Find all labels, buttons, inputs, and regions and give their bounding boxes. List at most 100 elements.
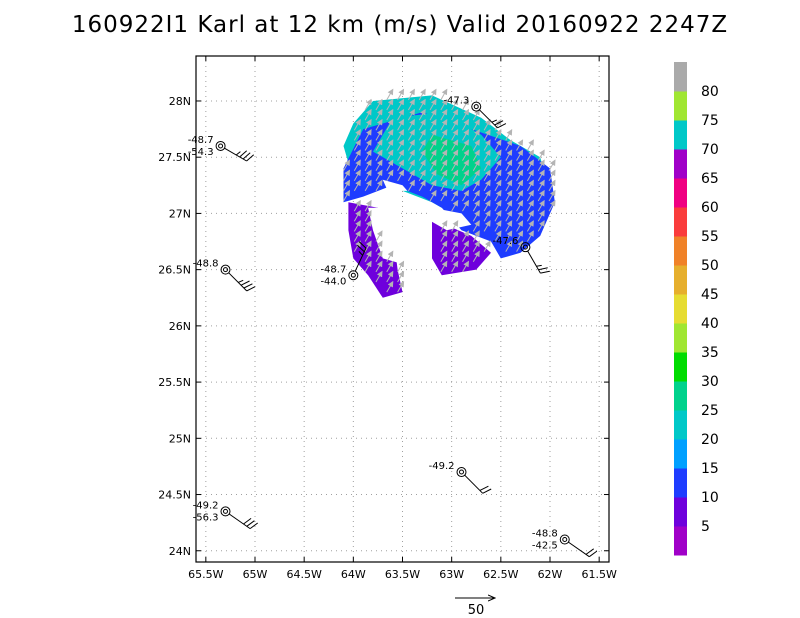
wind-vector bbox=[440, 159, 448, 171]
colorbar-label: 15 bbox=[701, 461, 719, 477]
wind-vector bbox=[429, 189, 437, 202]
wind-vector bbox=[451, 169, 459, 182]
colorbar-label: 60 bbox=[701, 200, 719, 216]
wind-vector bbox=[526, 139, 534, 151]
wind-vector bbox=[462, 260, 470, 273]
wind-vector bbox=[505, 220, 513, 232]
wind-vector bbox=[429, 149, 437, 161]
wind-vector bbox=[407, 159, 415, 171]
wind-vector bbox=[375, 179, 383, 192]
station-plot: -48.7-54.3 bbox=[188, 135, 255, 162]
colorbar-swatch bbox=[674, 468, 687, 498]
wind-vector bbox=[364, 98, 372, 111]
station-dewpoint: -44.0 bbox=[320, 276, 346, 287]
wind-vector bbox=[386, 88, 394, 101]
wind-vector bbox=[451, 118, 459, 131]
wind-vector bbox=[516, 210, 524, 222]
colorbar-label: 35 bbox=[701, 345, 719, 361]
wind-barb-flag bbox=[249, 522, 258, 530]
wind-vector bbox=[451, 179, 459, 192]
wind-barb-half-flag bbox=[235, 151, 241, 156]
wind-vector bbox=[429, 169, 437, 182]
station-plot: -47.3 bbox=[443, 96, 507, 129]
colorbar-swatch bbox=[674, 178, 687, 208]
colorbar-label: 45 bbox=[701, 287, 719, 303]
wind-vector bbox=[505, 129, 513, 141]
station-circle-outer bbox=[456, 467, 467, 478]
wind-vector bbox=[505, 139, 513, 151]
wind-vector bbox=[397, 159, 405, 171]
wind-vector bbox=[483, 118, 491, 131]
colorbar-label: 40 bbox=[701, 316, 719, 332]
wind-vector bbox=[375, 139, 383, 151]
wind-vector bbox=[375, 230, 383, 242]
wind-vector bbox=[505, 199, 513, 212]
wind-vector bbox=[353, 230, 361, 242]
wind-vector bbox=[505, 169, 513, 182]
wind-vector bbox=[364, 260, 372, 273]
wind-vector bbox=[386, 169, 394, 182]
wind-vector bbox=[353, 149, 361, 161]
wind-vector bbox=[526, 210, 534, 222]
wind-vector bbox=[483, 179, 491, 192]
wind-vector bbox=[494, 210, 502, 222]
reference-vector: 50 bbox=[455, 598, 495, 618]
wind-vector bbox=[375, 270, 383, 283]
station-plot: -49.2-56.3 bbox=[193, 500, 258, 530]
wind-barb-half-flag bbox=[491, 119, 498, 123]
wind-vector bbox=[472, 149, 480, 161]
y-tick-label: 26N bbox=[169, 320, 191, 333]
wind-vector bbox=[526, 230, 534, 242]
station-temperature: -47.6 bbox=[493, 236, 519, 247]
station-circle-outer bbox=[220, 264, 231, 275]
wind-vector bbox=[386, 108, 394, 121]
wind-vector bbox=[364, 139, 372, 151]
station-plot: -47.6 bbox=[493, 236, 550, 274]
wind-vector bbox=[537, 210, 545, 222]
wind-barb-half-flag bbox=[238, 279, 244, 283]
colorbar-swatch bbox=[674, 323, 687, 353]
y-tick-label: 25N bbox=[169, 432, 191, 445]
wind-vector bbox=[386, 250, 394, 263]
station-temperature: -48.7 bbox=[188, 135, 214, 146]
wind-vector bbox=[353, 220, 361, 232]
wind-vector bbox=[364, 199, 372, 212]
wind-vector bbox=[451, 260, 459, 273]
wind-vector bbox=[526, 220, 534, 232]
station-dewpoint: -56.3 bbox=[193, 512, 219, 523]
wind-vector bbox=[343, 189, 351, 202]
wind-vector bbox=[440, 149, 448, 161]
wind-vector bbox=[472, 189, 480, 202]
wind-vector bbox=[375, 169, 383, 182]
wind-vector bbox=[451, 240, 459, 252]
wind-vector bbox=[483, 210, 491, 222]
wind-vector bbox=[343, 159, 350, 171]
wind-vector-field bbox=[343, 88, 556, 293]
wind-vector bbox=[537, 199, 545, 212]
wind-vector bbox=[462, 169, 470, 182]
wind-vector bbox=[451, 139, 459, 151]
wind-vector bbox=[429, 139, 437, 151]
colorbar-swatch bbox=[674, 381, 687, 411]
wind-barb-shaft bbox=[228, 272, 248, 292]
wind-vector bbox=[429, 129, 437, 141]
colorbar-swatch bbox=[674, 91, 687, 121]
wind-vector bbox=[429, 108, 437, 121]
wind-barb-flag bbox=[246, 154, 255, 162]
wind-vector bbox=[451, 108, 459, 121]
wind-vector bbox=[548, 159, 556, 171]
wind-barb-flag bbox=[243, 283, 253, 289]
wind-vector bbox=[494, 159, 502, 171]
wind-vector bbox=[353, 210, 361, 222]
wind-vector bbox=[451, 159, 459, 171]
wind-vector bbox=[418, 159, 426, 171]
wind-vector bbox=[451, 129, 459, 141]
colorbar-swatch bbox=[674, 294, 687, 324]
station-dewpoint: -54.3 bbox=[188, 147, 214, 158]
wind-vector bbox=[516, 199, 524, 212]
wind-vector bbox=[418, 149, 426, 161]
wind-vector bbox=[364, 149, 372, 161]
colorbar-swatch bbox=[674, 410, 687, 440]
wind-barb-flag bbox=[240, 280, 250, 286]
colorbar-swatch bbox=[674, 497, 687, 527]
